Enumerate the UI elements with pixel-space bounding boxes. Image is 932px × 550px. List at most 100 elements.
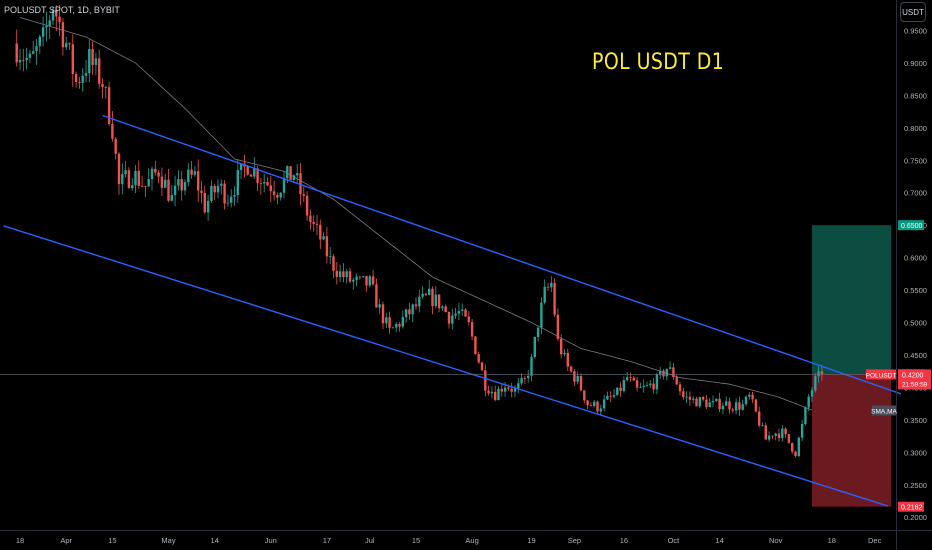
candle [269,176,272,203]
candle [322,232,325,241]
candle [213,184,216,200]
candle [437,294,441,313]
candle [78,76,81,89]
candle [154,160,157,176]
candle-body [322,236,325,240]
candle [596,400,599,415]
candle [546,282,550,291]
candle [368,274,371,288]
candle-body [319,224,322,240]
time-axis[interactable]: 18 Apr 15 May 14 Jun 17 Jul 15 Aug 19 Sep 16 Oct 14 Nov… [16,536,882,545]
candle-body [672,367,675,378]
candle-body [177,179,180,186]
candle [362,275,365,278]
candle-body [721,405,725,410]
candle-body [744,396,748,405]
price-label-current: POLUSDT 0.4200 21:59:59 [866,369,931,390]
candle [121,163,124,195]
candle-body [358,276,362,278]
candle [71,34,74,88]
candle [652,377,655,394]
x-tick-label: 15 [108,536,116,545]
candle-body [48,20,51,26]
x-tick-label: 18 [16,536,24,545]
channel-upper-line [102,114,902,395]
candle [688,391,692,406]
candle-body [71,44,74,74]
candle-body [121,174,124,185]
candle [497,386,500,401]
candle-body [41,27,45,37]
candle-body [187,169,190,183]
candle-body [728,401,731,410]
y-tick-label: 0.7500 [904,156,927,165]
candle-body [111,123,114,139]
candle-body [65,43,68,48]
candle [170,184,173,202]
candle [530,353,533,382]
candle [771,435,774,440]
candle [543,279,546,305]
candle-body [477,354,480,363]
candle [731,407,734,413]
candle-body [807,396,810,408]
candle [586,399,589,409]
candle-body [127,170,131,189]
candle [15,29,18,67]
candle-body [553,282,556,315]
candle [352,277,355,290]
candle [104,85,107,99]
candle [35,39,38,65]
candle [302,186,305,203]
candle [236,159,239,203]
candle-body [494,391,497,401]
candle [200,180,203,204]
candle [705,394,708,410]
candle-body [708,402,711,408]
candle-body [546,286,550,288]
x-tick-label: Oct [668,536,681,545]
candle-body [748,394,751,397]
candle-body [124,170,127,175]
candle [55,5,58,32]
candle-body [698,397,701,407]
candle-body [282,178,286,193]
candle [820,364,824,381]
candle-body [22,59,25,61]
candle-body [642,385,645,388]
candle [111,110,114,142]
y-tick-label: 0.4500 [904,351,927,360]
price-axis[interactable]: 0.9500 0.9000 0.8500 0.8000 0.7500 0.7000 0.65… [904,27,927,523]
candle [807,394,810,412]
candle [464,308,467,318]
channel-layer[interactable] [3,114,902,507]
candle [540,297,543,335]
currency-button[interactable]: USDT [900,2,926,22]
position-tool-layer[interactable] [812,225,892,507]
candle [560,334,563,359]
candle-body [411,304,414,315]
candle-body [503,387,507,392]
candle [282,171,286,199]
candle [484,364,487,397]
price-tag-text: 0.6500 [901,223,923,230]
candle [490,386,494,399]
candle-body [589,405,593,406]
candle-body [563,352,566,355]
candle-body [606,395,609,400]
candle [144,185,147,198]
symbol-info[interactable]: POLUSDT SPOT, 1D, BYBIT [4,5,120,15]
candle-body [25,57,28,61]
candle [22,48,25,72]
candle [332,253,335,279]
candle [391,326,395,329]
candle [804,406,807,426]
candle [695,396,698,407]
candle-body [223,183,226,204]
y-tick-label: 0.2500 [904,481,927,490]
candle-body [428,288,431,295]
candle-body [817,371,820,377]
candle [197,159,200,202]
candle-body [692,398,695,400]
